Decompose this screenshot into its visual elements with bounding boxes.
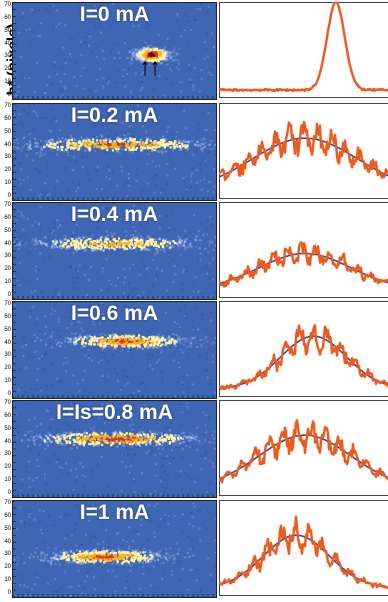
profile-plot [219,500,388,596]
tick-label: 0 [7,92,11,98]
spectrum-image-svg [13,501,216,597]
tick-label: 60 [4,512,11,519]
tick-label: 20 [4,564,11,571]
tick-labels: 70 60 50 40 30 20 10 0 [0,103,12,199]
tick-label: 10 [4,378,11,385]
tick-label: 60 [4,14,11,21]
tick-label: 60 [4,313,11,320]
tick-label: 0 [7,490,11,496]
plot-frame [219,103,388,199]
tick-labels: 70 60 50 40 30 20 10 0 [0,500,12,596]
arrow-icon [152,60,158,76]
tick-label: 20 [4,66,11,73]
tick-labels: 70 60 50 40 30 20 10 0 [0,2,12,98]
spectrum-image: I=0 mA [12,2,217,100]
tick-label: 0 [7,292,11,298]
tick-label: 70 [4,103,11,109]
current-label: I=0.2 mA [71,104,158,127]
measured-curve [219,2,388,93]
tick-label: 60 [4,214,11,221]
current-label: I=0.4 mA [71,203,158,226]
profile-plot-svg [219,301,388,397]
measured-curve [219,419,388,484]
spectrum-image-svg [13,302,216,398]
spectrum-image: I=0.6 mA [12,301,217,399]
tick-label: 20 [4,464,11,471]
current-label: I=0 mA [79,3,150,26]
measured-curve [219,515,388,590]
tick-labels: 70 60 50 40 30 20 10 0 [0,400,12,496]
tick-label: 50 [4,128,11,135]
tick-label: 20 [4,365,11,372]
profile-plot [219,301,388,397]
tick-label: 10 [4,279,11,286]
tick-label: 30 [4,352,11,359]
spectrum-image-svg [13,104,216,200]
tick-label: 20 [4,167,11,174]
plot-frame [219,2,388,98]
measured-curve [219,241,388,288]
tick-label: 0 [7,193,11,199]
tick-label: 40 [4,40,11,47]
tick-label: 70 [4,2,11,8]
tick-label: 70 [4,400,11,406]
spectrum-image: I=0.4 mA [12,202,217,300]
profile-plot-svg [219,202,388,298]
spectrum-image-svg [13,203,216,299]
measured-curve [219,120,388,182]
tick-label: 20 [4,266,11,273]
tick-label: 50 [4,525,11,532]
tick-label: 50 [4,326,11,333]
tick-label: 0 [7,391,11,397]
tick-label: 40 [4,141,11,148]
tick-label: 30 [4,551,11,558]
measured-curve [219,324,388,391]
tick-label: 70 [4,202,11,208]
tick-label: 40 [4,240,11,247]
profile-plot-svg [219,500,388,596]
tick-label: 40 [4,339,11,346]
tick-label: 0 [7,590,11,596]
profile-plot-svg [219,400,388,496]
tick-label: 60 [4,115,11,122]
tick-label: 50 [4,27,11,34]
tick-labels: 70 60 50 40 30 20 10 0 [0,202,12,298]
current-label: I=Is=0.8 mA [56,401,173,424]
current-label: I=1 mA [79,501,150,524]
tick-label: 60 [4,412,11,419]
tick-label: 10 [4,477,11,484]
spectrum-image: I=Is=0.8 mA [12,400,217,498]
tick-label: 50 [4,227,11,234]
profile-plot [219,400,388,496]
tick-label: 50 [4,425,11,432]
tick-label: 40 [4,538,11,545]
tick-label: 30 [4,53,11,60]
profile-plot-svg [219,103,388,199]
spectrum-image-svg [13,3,216,99]
tick-labels: 70 60 50 40 30 20 10 0 [0,301,12,397]
profile-plot [219,103,388,199]
tick-label: 10 [4,577,11,584]
spectrum-image-svg [13,401,216,497]
tick-label: 30 [4,154,11,161]
spectrum-image: I=1 mA [12,500,217,598]
current-label: I=0.6 mA [71,302,158,325]
tick-label: 30 [4,253,11,260]
tick-label: 30 [4,451,11,458]
profile-plot [219,202,388,298]
spectrum-image: I=0.2 mA [12,103,217,201]
tick-label: 40 [4,438,11,445]
tick-label: 70 [4,500,11,506]
tick-label: 70 [4,301,11,307]
profile-plot-svg [219,2,388,98]
arrow-icon [142,60,148,76]
tick-label: 10 [4,180,11,187]
profile-plot [219,2,388,98]
tick-label: 10 [4,79,11,86]
